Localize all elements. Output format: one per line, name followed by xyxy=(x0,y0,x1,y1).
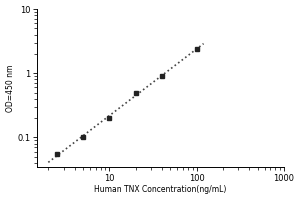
Y-axis label: OD=450 nm: OD=450 nm xyxy=(6,64,15,112)
X-axis label: Human TNX Concentration(ng/mL): Human TNX Concentration(ng/mL) xyxy=(94,185,227,194)
